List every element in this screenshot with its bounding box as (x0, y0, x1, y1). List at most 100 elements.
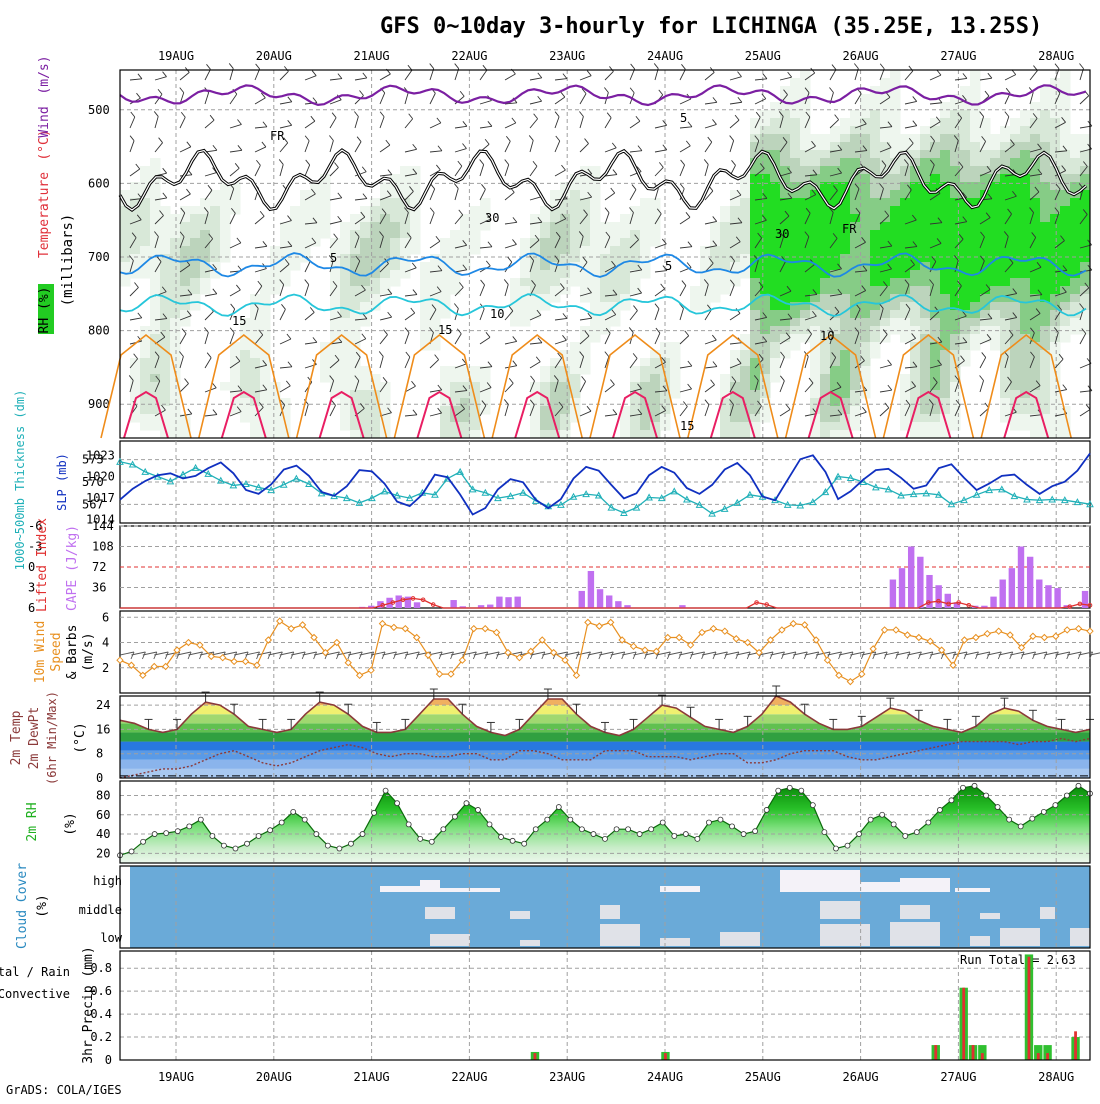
rh-cell (210, 222, 221, 231)
rh-cell (890, 326, 901, 335)
wind10-point (1040, 633, 1049, 642)
rh-cell (970, 310, 981, 319)
rh-cell (330, 390, 341, 399)
rh-cell (870, 150, 881, 159)
wind-barb-flag (628, 327, 634, 333)
rh-cell (480, 382, 491, 391)
wind-barb-flag (980, 255, 985, 262)
wind-barb (929, 243, 942, 249)
wind-barb-flag (783, 89, 788, 95)
rh2m-point (936, 807, 943, 813)
wind-barb-flag (404, 207, 409, 213)
rh-cell (910, 278, 921, 287)
temp2m-tick-label: 16 (96, 722, 110, 736)
wind10-barb-flag (199, 651, 203, 660)
temp2m-tick-label: 8 (96, 747, 103, 761)
wind10-barb (576, 651, 591, 656)
wind-barb (954, 77, 967, 81)
rh-cell (870, 94, 881, 103)
rh-cell (290, 254, 301, 263)
wind-barb-flag (162, 71, 167, 77)
cape-bar (953, 602, 961, 608)
rh2m-point (267, 827, 274, 834)
wind-barb (779, 337, 791, 345)
wind-barb-flag (204, 327, 209, 333)
wind-barb (254, 308, 259, 321)
rh-cell (600, 222, 611, 231)
wind-barb (1004, 213, 1012, 225)
rh-cell (160, 318, 171, 327)
wind-barb-flag (984, 90, 990, 97)
wind-barb (429, 240, 441, 249)
rh-cell (920, 342, 931, 351)
cape-bar (898, 568, 906, 608)
rh-cell (340, 358, 351, 367)
wind-barb-flag (287, 215, 292, 221)
temp-contour-20 (807, 390, 854, 439)
rh-cell (790, 134, 801, 143)
rh-cell (560, 382, 571, 391)
wind-barb (554, 288, 565, 297)
rh-cell (580, 190, 591, 199)
rh-cell (940, 334, 951, 343)
wind-barb (279, 385, 291, 393)
wind-barb-flag (154, 351, 160, 357)
rh-cell (380, 246, 391, 255)
cape-bar (606, 595, 613, 608)
rh-cell (360, 382, 371, 391)
rh-cell (410, 246, 421, 255)
rh-cell (830, 214, 841, 223)
rh-cell (250, 382, 261, 391)
wind-barb (729, 260, 735, 273)
wind-barb (379, 356, 384, 369)
wind-barb (504, 284, 509, 297)
rh-cell (210, 254, 221, 263)
rh2m-unit: (%) (63, 812, 78, 835)
rh-cell (790, 286, 801, 295)
rh-cell (410, 230, 421, 239)
wind10-barb (758, 651, 774, 656)
rh-cell (850, 206, 861, 215)
wind-barb (1004, 262, 1014, 273)
rh-cell (770, 182, 781, 191)
wind-barb (304, 222, 317, 225)
rh-cell (980, 278, 991, 287)
rh-cell (190, 230, 201, 239)
wind-barb-flag (958, 161, 964, 168)
rh-cell (1010, 334, 1021, 343)
rh-cell (700, 270, 711, 279)
rh-cell (340, 286, 351, 295)
rh-cell (850, 166, 861, 175)
rh-cell (550, 206, 561, 215)
rh-cell (860, 142, 871, 151)
wind-barb-flag (211, 382, 217, 389)
rh-cell (910, 358, 921, 367)
wind-barb-flag (304, 279, 310, 285)
rh-cell (280, 278, 291, 287)
rh2m-point (278, 819, 285, 826)
rh-cell (850, 366, 861, 375)
wind-barb (554, 140, 561, 153)
thickness-point (997, 485, 1006, 493)
thickness-point (846, 473, 855, 481)
thickness-point (594, 491, 603, 499)
wind-barb-flag (834, 306, 840, 313)
rh-cell (560, 246, 571, 255)
wind-barb-flag (912, 120, 918, 126)
rh-cell (1050, 398, 1061, 407)
rh-cell (990, 206, 1001, 215)
rh-cell (210, 214, 221, 223)
wind-barb-flag (633, 305, 638, 311)
run-total-label: Run Total = 2.63 (960, 953, 1076, 967)
wind-barb-flag (412, 289, 418, 295)
rh-cell (160, 358, 171, 367)
wind-barb-flag (903, 159, 909, 165)
rh-cell (600, 254, 611, 263)
wind-barb-flag (862, 265, 868, 272)
wind-barb (704, 339, 717, 345)
cape-bar (450, 600, 457, 608)
rh-cell (910, 294, 921, 303)
wind-barb-flag (505, 135, 511, 142)
wind-barb-flag (586, 70, 592, 76)
wind-barb (304, 120, 316, 129)
